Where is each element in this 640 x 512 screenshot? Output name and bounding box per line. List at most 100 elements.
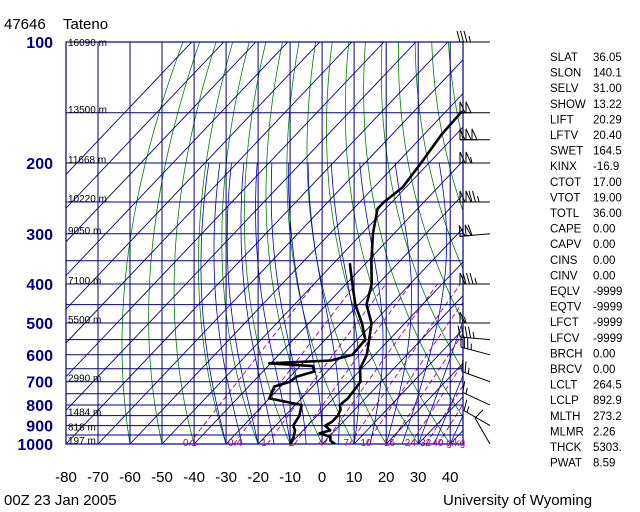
index-value: 140.1 (593, 68, 622, 80)
index-key: EQTV (550, 302, 582, 314)
dry-adiabat (344, 42, 451, 444)
isotherm-line (66, 42, 193, 176)
index-value: -9999 (593, 302, 622, 314)
temperature-tick-label: -70 (87, 469, 109, 486)
isotherm-line (161, 126, 463, 444)
index-key: CAPE (550, 224, 582, 236)
index-value: -16.9 (593, 161, 619, 173)
index-key: VTOT (550, 192, 580, 204)
index-key: LFCT (550, 317, 579, 329)
index-key: PWAT (550, 458, 582, 470)
isotherm-line (97, 59, 463, 444)
isotherm-line (66, 42, 353, 344)
index-key: CAPV (550, 239, 582, 251)
height-label: 2990 m (68, 374, 101, 385)
temperature-tick-label: -10 (279, 469, 301, 486)
pressure-tick-label: 400 (26, 277, 53, 294)
index-key: EQLV (550, 286, 580, 298)
height-label: 818 m (68, 422, 96, 433)
index-value: 13.22 (593, 99, 622, 111)
index-value: 19.00 (593, 192, 622, 204)
mixing-ratio-label: 16 (384, 438, 396, 449)
height-label: 10220 m (68, 194, 107, 205)
height-label: 7100 m (68, 276, 101, 287)
temperature-tick-label: 30 (410, 469, 427, 486)
moist-adiabat (385, 162, 413, 444)
index-value: 892.9 (593, 395, 622, 407)
isotherm-line (66, 42, 385, 378)
index-key: LIFT (550, 114, 574, 126)
index-value: 36.00 (593, 208, 622, 220)
wind-barb (474, 409, 491, 445)
temperature-tick-label: 10 (346, 469, 363, 486)
moist-adiabat (449, 414, 463, 444)
temperature-tick-label: -50 (151, 469, 173, 486)
index-value: 31.00 (593, 83, 622, 95)
wind-barb (462, 381, 491, 406)
height-label: 13500 m (68, 105, 107, 116)
sounding-profiles (267, 109, 463, 444)
height-labels: 16090 m 13500 m 11668 m 10220 m 9050 m 7100 m… (68, 38, 107, 447)
index-key: LCLT (550, 380, 577, 392)
index-key: TOTL (550, 208, 580, 220)
height-label: 197 m (68, 436, 96, 447)
plot-frame (65, 41, 464, 445)
mixing-ratio-label: 32 (420, 438, 432, 449)
moist-adiabat (433, 374, 463, 444)
index-value: 0.00 (593, 348, 615, 360)
index-value: 0.00 (593, 364, 615, 376)
isotherm-line (66, 42, 225, 209)
index-value: -9999 (593, 317, 622, 329)
temperature-tick-label: 0 (318, 469, 326, 486)
moist-adiabat (401, 162, 448, 444)
temperature-tick-labels: -80 -70 -60 -50 -40 -30 -20 -10 0 10 20 30 40 (55, 469, 458, 486)
index-key: CINS (550, 255, 578, 267)
index-key: KINX (550, 161, 577, 173)
index-value: 0.00 (593, 239, 615, 251)
mixing-ratio-label: 0.1 (183, 438, 197, 449)
height-label: 9050 m (68, 226, 101, 237)
temperature-tick-label: -30 (215, 469, 237, 486)
pressure-tick-label: 700 (26, 375, 53, 392)
wind-barb (459, 128, 491, 141)
index-key: LFCV (550, 333, 580, 345)
station-id: 47646 (4, 16, 46, 33)
mixing-ratio-label: 1 (261, 438, 267, 449)
data-source: University of Wyoming (443, 492, 592, 509)
index-value: 273.2 (593, 411, 622, 423)
index-value: 0.00 (593, 270, 615, 282)
station-name: Tateno (63, 16, 108, 33)
sounding-time: 00Z 23 Jan 2005 (4, 492, 117, 509)
wind-barb (456, 30, 490, 43)
pressure-tick-label: 300 (26, 227, 53, 244)
index-value: 264.5 (593, 380, 622, 392)
dewpoint-profile-line (267, 263, 367, 444)
wind-barbs (456, 30, 491, 445)
index-value: 8.59 (593, 458, 615, 470)
index-value: -9999 (593, 333, 622, 345)
mixing-ratio-label: 4 (318, 438, 324, 449)
index-key: SLAT (550, 52, 578, 64)
isotherm-line (66, 42, 257, 243)
isotherm-line (193, 160, 463, 444)
index-key: BRCH (550, 348, 583, 360)
temperature-tick-label: -20 (247, 469, 269, 486)
temperature-tick-label: 40 (442, 469, 459, 486)
index-key: SELV (550, 83, 579, 95)
index-value: 2.26 (593, 426, 615, 438)
index-key: MLTH (550, 411, 580, 423)
pressure-tick-label: 1000 (17, 437, 53, 454)
mixing-ratio-label: 24 (405, 438, 417, 449)
mixing-ratio-unit-label: g/kg (446, 438, 465, 449)
isotherm-line (66, 42, 289, 277)
dry-adiabat (398, 42, 463, 323)
isotherm-line (66, 42, 321, 310)
index-key: CINV (550, 270, 578, 282)
index-key: SLON (550, 68, 581, 80)
pressure-tick-label: 600 (26, 348, 53, 365)
wind-barb (459, 311, 491, 324)
stability-indices: SLAT 36.05 SLON 140.1 SELV 31.00 SHOW 13.22 LIFT… (550, 52, 622, 470)
height-label: 16090 m (68, 38, 107, 49)
index-value: 5303. (593, 442, 622, 454)
